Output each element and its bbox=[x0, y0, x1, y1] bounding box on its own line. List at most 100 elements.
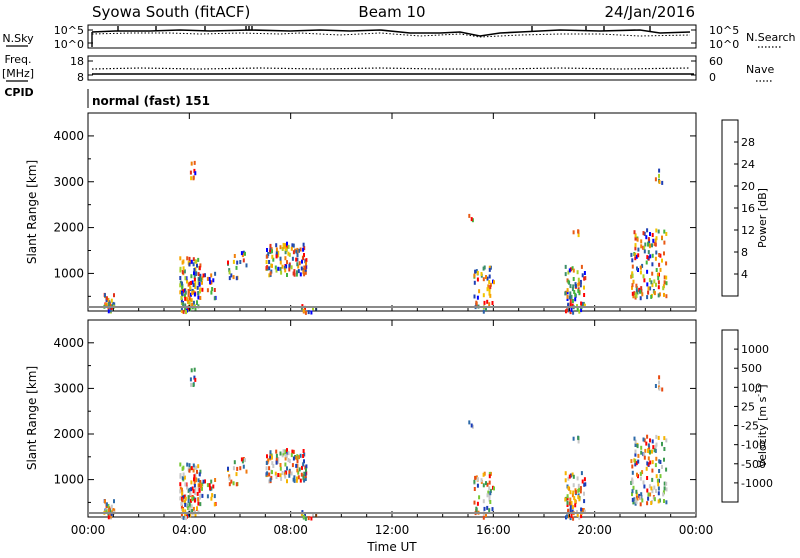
velocity-cell bbox=[189, 466, 192, 471]
velocity-colorbar-tick-label: 100 bbox=[741, 381, 762, 394]
power-cell bbox=[486, 276, 489, 281]
power-cell bbox=[654, 256, 657, 261]
power-cell bbox=[284, 247, 287, 252]
velocity-cell bbox=[275, 460, 278, 465]
velocity-cell bbox=[280, 476, 283, 481]
velocity-cell bbox=[277, 473, 280, 477]
velocity-cell bbox=[489, 471, 492, 476]
velocity-cell bbox=[190, 466, 193, 471]
power-cell bbox=[643, 245, 646, 250]
power-cell bbox=[571, 299, 574, 303]
velocity-cell bbox=[183, 499, 186, 504]
velocity-cell bbox=[630, 480, 633, 485]
power-cell bbox=[213, 288, 216, 292]
power-cell bbox=[287, 251, 290, 256]
velocity-cell bbox=[637, 453, 640, 458]
velocity-cell bbox=[292, 449, 295, 454]
power-cell bbox=[632, 294, 635, 299]
power-cell bbox=[292, 250, 295, 255]
velocity-colorbar-frame bbox=[721, 329, 739, 503]
velocity-cell bbox=[107, 508, 110, 513]
power-cell bbox=[473, 280, 476, 285]
power-cell bbox=[468, 213, 471, 218]
velocity-cell bbox=[298, 455, 300, 460]
velocity-cell bbox=[284, 474, 287, 479]
power-cell bbox=[268, 273, 271, 278]
velocity-xtick-label: 12:00 bbox=[375, 523, 410, 537]
velocity-cell bbox=[235, 472, 238, 477]
velocity-cell bbox=[651, 460, 654, 465]
velocity-cell bbox=[188, 463, 191, 468]
velocity-cell bbox=[661, 387, 664, 392]
power-cell bbox=[639, 265, 642, 270]
velocity-cell bbox=[288, 473, 291, 478]
power-cell bbox=[179, 256, 182, 261]
velocity-cell bbox=[567, 476, 570, 481]
velocity-cell bbox=[236, 466, 239, 471]
velocity-cell bbox=[486, 505, 489, 510]
power-cell bbox=[184, 296, 187, 301]
velocity-cell bbox=[478, 495, 481, 500]
power-cell bbox=[568, 295, 571, 300]
velocity-cell bbox=[635, 489, 638, 494]
velocity-cell bbox=[489, 488, 492, 493]
velocity-cell bbox=[180, 512, 183, 517]
power-cell bbox=[583, 276, 586, 281]
power-cell bbox=[635, 294, 638, 298]
power-cell bbox=[110, 298, 113, 303]
velocity-colorbar-tick-label: 1000 bbox=[741, 343, 769, 356]
velocity-cell bbox=[657, 435, 660, 440]
velocity-cell bbox=[196, 469, 198, 474]
velocity-cell bbox=[193, 481, 196, 486]
power-cell bbox=[190, 259, 193, 264]
power-cell bbox=[297, 264, 300, 269]
velocity-cell bbox=[485, 481, 487, 486]
velocity-cell bbox=[191, 508, 194, 513]
power-cell bbox=[475, 301, 478, 306]
velocity-cell bbox=[233, 460, 236, 465]
velocity-cell bbox=[647, 449, 650, 453]
velocity-cell bbox=[577, 495, 580, 500]
power-cell bbox=[574, 283, 577, 288]
power-cell bbox=[570, 294, 573, 299]
power-cell bbox=[665, 232, 668, 236]
velocity-cell bbox=[642, 480, 645, 485]
power-cell bbox=[194, 171, 197, 176]
power-cell bbox=[275, 254, 278, 259]
velocity-cell bbox=[566, 500, 569, 505]
power-cell bbox=[641, 292, 644, 297]
velocity-ylabel: Slant Range [km] bbox=[25, 366, 39, 470]
velocity-cell bbox=[659, 460, 662, 464]
power-cell bbox=[194, 285, 197, 289]
velocity-cell bbox=[302, 475, 305, 480]
velocity-cell bbox=[648, 445, 651, 450]
power-colorbar-tick-label: 28 bbox=[741, 136, 755, 149]
velocity-cell bbox=[647, 443, 650, 448]
power-cell bbox=[473, 273, 476, 278]
power-cell bbox=[196, 285, 199, 290]
velocity-cell bbox=[296, 476, 298, 481]
velocity-cell bbox=[185, 482, 188, 487]
power-cell bbox=[179, 276, 182, 280]
velocity-cell bbox=[572, 474, 575, 479]
power-cell bbox=[661, 180, 664, 185]
velocity-cell bbox=[483, 471, 486, 476]
power-cell bbox=[195, 272, 197, 276]
velocity-cell bbox=[578, 497, 581, 502]
power-cell bbox=[488, 302, 491, 307]
velocity-cell bbox=[631, 480, 634, 485]
velocity-xlabel: Time UT bbox=[366, 540, 417, 554]
velocity-cell bbox=[636, 444, 639, 449]
velocity-cell bbox=[189, 498, 192, 503]
velocity-cell bbox=[486, 482, 489, 487]
power-cell bbox=[185, 310, 187, 315]
power-cell bbox=[192, 300, 195, 305]
velocity-cell bbox=[304, 472, 307, 477]
velocity-cell bbox=[292, 456, 295, 461]
velocity-cell bbox=[192, 489, 195, 494]
velocity-cell bbox=[194, 491, 197, 496]
velocity-cell bbox=[634, 449, 637, 454]
power-cell bbox=[206, 288, 209, 293]
power-cell bbox=[214, 271, 217, 276]
velocity-cell bbox=[657, 486, 660, 491]
